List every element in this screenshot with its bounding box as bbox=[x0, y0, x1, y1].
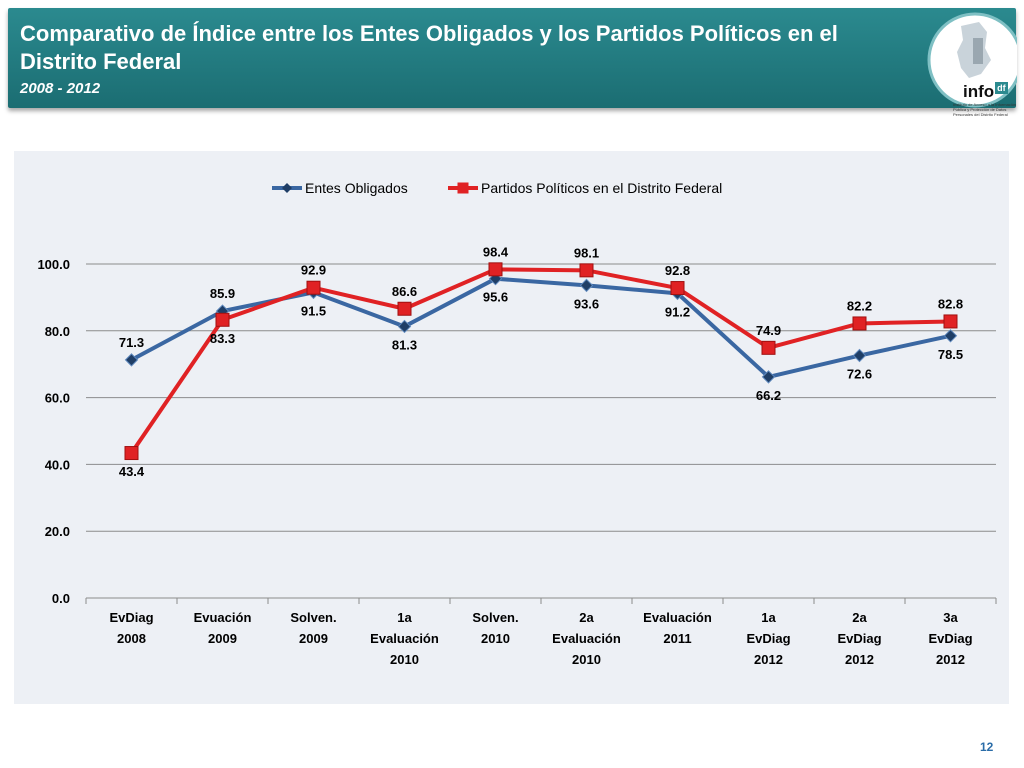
data-label-partidos: 92.9 bbox=[301, 263, 326, 278]
x-tick-label: Evuación 2009 bbox=[194, 610, 252, 646]
data-label-partidos: 86.6 bbox=[392, 284, 417, 299]
marker-entes bbox=[761, 370, 776, 384]
data-label-entes: 71.3 bbox=[119, 335, 144, 350]
data-label-entes: 78.5 bbox=[938, 347, 963, 362]
legend-label: Entes Obligados bbox=[305, 180, 408, 196]
marker-partidos bbox=[488, 262, 503, 277]
marker-partidos bbox=[215, 312, 230, 327]
page-number: 12 bbox=[980, 740, 994, 754]
series-lines bbox=[129, 267, 951, 455]
legend: Entes Obligados Partidos Políticos en el … bbox=[272, 180, 722, 196]
marker-entes bbox=[579, 278, 594, 293]
x-tick-label: Evaluación 2011 bbox=[643, 610, 712, 646]
data-label-partidos: 98.4 bbox=[483, 244, 509, 259]
data-label-partidos: 92.8 bbox=[665, 263, 690, 278]
x-tick-label: 2a Evaluación 2010 bbox=[552, 610, 621, 667]
x-tick-label: Solven. 2010 bbox=[472, 610, 518, 646]
legend-marker-diamond bbox=[282, 183, 292, 193]
marker-partidos bbox=[670, 281, 685, 296]
legend-marker-square bbox=[457, 182, 469, 194]
marker-partidos bbox=[306, 280, 321, 295]
data-label-partidos: 82.2 bbox=[847, 298, 872, 313]
y-tick-label: 40.0 bbox=[45, 457, 70, 472]
x-tick-label: EvDiag 2008 bbox=[109, 610, 153, 646]
y-tick-labels: 0.0 20.0 40.0 60.0 80.0 100.0 bbox=[37, 257, 70, 606]
x-tick-label: 2a EvDiag 2012 bbox=[837, 610, 881, 667]
x-axis: EvDiag 2008 Evuación 2009 Solven. 2009 1a Evalu… bbox=[85, 597, 997, 667]
legend-label: Partidos Políticos en el Distrito Federa… bbox=[481, 180, 722, 196]
x-tick-label: 3a EvDiag 2012 bbox=[928, 610, 972, 667]
marker-partidos bbox=[397, 301, 412, 316]
marker-partidos bbox=[579, 263, 594, 278]
y-tick-label: 0.0 bbox=[52, 591, 70, 606]
data-label-entes: 91.5 bbox=[301, 303, 326, 318]
marker-partidos bbox=[943, 314, 958, 329]
data-label-entes: 93.6 bbox=[574, 296, 599, 311]
slide-subtitle: 2008 - 2012 bbox=[20, 80, 101, 97]
y-tick-label: 60.0 bbox=[45, 391, 70, 406]
chart-panel: 0.0 20.0 40.0 60.0 80.0 100.0 EvDiag 2008 Evuac… bbox=[14, 151, 1009, 704]
x-tick-label: 1a Evaluación 2010 bbox=[370, 610, 439, 667]
marker-entes bbox=[852, 348, 867, 363]
data-label-partidos: 83.3 bbox=[210, 331, 235, 346]
marker-entes bbox=[124, 353, 139, 367]
grid-lines bbox=[86, 263, 996, 532]
logo-wordmark: info df bbox=[963, 82, 1008, 101]
data-label-entes: 91.2 bbox=[665, 304, 690, 319]
data-label-partidos: 43.4 bbox=[119, 464, 145, 479]
data-label-partidos: 74.9 bbox=[756, 323, 781, 338]
data-label-partidos: 82.8 bbox=[938, 296, 963, 311]
series-line-2 bbox=[129, 267, 951, 455]
x-tick-label: 1a EvDiag 2012 bbox=[746, 610, 790, 667]
slide-header: Comparativo de Índice entre los Entes Ob… bbox=[8, 8, 1017, 117]
series-markers bbox=[124, 262, 958, 461]
y-tick-label: 80.0 bbox=[45, 324, 70, 339]
marker-entes bbox=[397, 319, 412, 334]
data-label-entes: 72.6 bbox=[847, 367, 872, 382]
x-tick-label: Solven. 2009 bbox=[290, 610, 336, 646]
data-label-entes: 85.9 bbox=[210, 286, 235, 301]
slide-title: Comparativo de Índice entre los Entes Ob… bbox=[20, 21, 838, 74]
y-tick-label: 100.0 bbox=[37, 257, 70, 272]
infodf-logo: info df Instituto de Acceso a la Informac… bbox=[921, 8, 1017, 117]
marker-partidos bbox=[761, 340, 776, 355]
data-labels: 71.3 43.4 85.9 83.3 91.5 92.9 81.3 86.6 95.6 98.4… bbox=[119, 244, 963, 479]
line-chart: 0.0 20.0 40.0 60.0 80.0 100.0 EvDiag 2008 Evuac… bbox=[37, 180, 997, 667]
marker-entes bbox=[943, 329, 958, 343]
marker-partidos bbox=[124, 446, 139, 461]
data-label-partidos: 98.1 bbox=[574, 245, 599, 260]
y-tick-label: 20.0 bbox=[45, 524, 70, 539]
marker-partidos bbox=[852, 316, 867, 331]
data-label-entes: 81.3 bbox=[392, 337, 417, 352]
data-label-entes: 66.2 bbox=[756, 388, 781, 403]
logo-emblem-icon bbox=[927, 12, 1017, 108]
logo-fine-print: Instituto de Acceso a la Información Púb… bbox=[953, 102, 1017, 117]
data-label-entes: 95.6 bbox=[483, 290, 508, 305]
series-line-1 bbox=[130, 276, 951, 379]
